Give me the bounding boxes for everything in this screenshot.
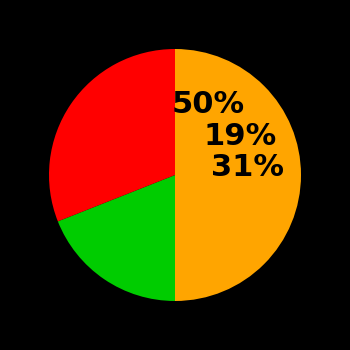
Wedge shape <box>58 175 175 301</box>
Text: 19%: 19% <box>203 122 277 151</box>
Text: 31%: 31% <box>211 154 284 182</box>
Wedge shape <box>175 49 301 301</box>
Wedge shape <box>49 49 175 222</box>
Text: 50%: 50% <box>172 90 245 119</box>
